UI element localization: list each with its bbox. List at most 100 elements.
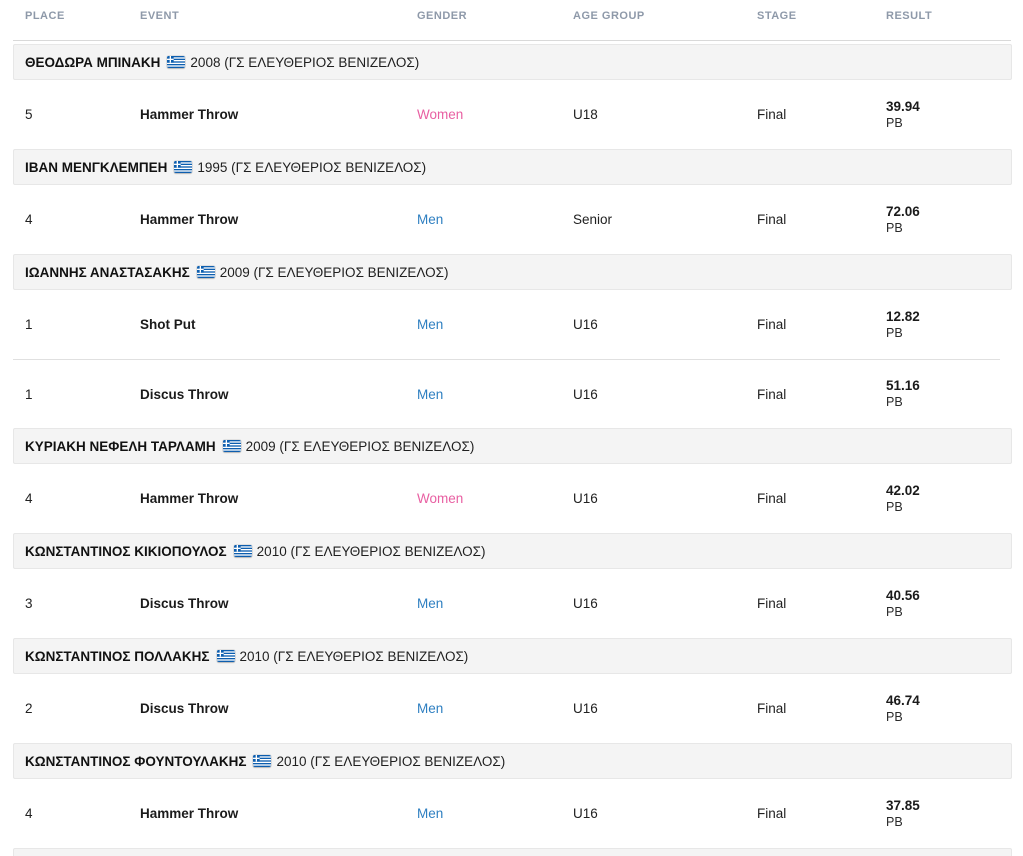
event-name: Hammer Throw: [140, 212, 239, 227]
athlete-section-header: ΙΒΑΝ ΜΕΝΓΚΛΕΜΠΕΗ 1995 (ΓΣ ΕΛΕΥΘΕΡΙΟΣ ΒΕΝ…: [13, 149, 1012, 185]
stage-value: Final: [757, 107, 787, 122]
result-note: PB: [886, 395, 903, 409]
column-header-gender: GENDER: [417, 10, 468, 22]
result-row[interactable]: 4 Hammer Throw Men U16 Final 37.85 PB: [13, 779, 1000, 848]
result-value: 72.06: [886, 203, 920, 219]
athlete-name-link[interactable]: ΚΩΝΣΤΑΝΤΙΝΟΣ ΠΟΛΛΑΚΗΣ: [25, 648, 210, 664]
age-group-value: U18: [573, 107, 598, 122]
column-header-stage: STAGE: [757, 10, 797, 22]
stage-value: Final: [757, 317, 787, 332]
place-value: 4: [25, 212, 33, 227]
age-group-value: U16: [573, 596, 598, 611]
age-group-value: U16: [573, 806, 598, 821]
result-note: PB: [886, 325, 903, 340]
column-header-age-group: AGE GROUP: [573, 10, 645, 22]
event-name: Discus Throw: [140, 596, 229, 611]
athlete-details: 2010 (ΓΣ ΕΛΕΥΘΕΡΙΟΣ ΒΕΝΙΖΕΛΟΣ): [276, 753, 506, 769]
athlete-name-link[interactable]: ΘΕΟΔΩΡΑ ΜΠΙΝΑΚΗ: [25, 54, 161, 70]
place-value: 4: [25, 491, 33, 506]
event-name: Discus Throw: [140, 386, 229, 402]
result-row[interactable]: 2 Discus Throw Men U16 Final 46.74 PB: [13, 674, 1000, 743]
greece-flag-icon: [167, 56, 186, 68]
event-name: Hammer Throw: [140, 806, 239, 821]
gender-value: Women: [417, 107, 464, 122]
athlete-details: 2008 (ΓΣ ΕΛΕΥΘΕΡΙΟΣ ΒΕΝΙΖΕΛΟΣ): [190, 54, 420, 70]
athlete-name-link[interactable]: ΚΩΝΣΤΑΝΤΙΝΟΣ ΚΙΚΙΟΠΟΥΛΟΣ: [25, 543, 227, 559]
result-cell: 72.06 PB: [886, 203, 1000, 237]
place-value: 3: [25, 596, 33, 611]
gender-value: Men: [417, 701, 444, 716]
result-value: 42.02: [886, 482, 920, 498]
age-group-value: Senior: [573, 212, 613, 227]
place-value: 2: [25, 701, 33, 716]
athlete-name-link[interactable]: ΚΥΡΙΑΚΗ ΝΕΦΕΛΗ ΤΑΡΛΑΜΗ: [25, 438, 216, 454]
place-value: 4: [25, 806, 33, 821]
gender-value: Men: [417, 806, 444, 821]
greece-flag-icon: [222, 440, 241, 452]
athlete-section-header-partial: [13, 848, 1012, 856]
result-cell: 46.74 PB: [886, 692, 1000, 726]
athlete-section-header: ΚΩΝΣΤΑΝΤΙΝΟΣ ΦΟΥΝΤΟΥΛΑΚΗΣ 2010 (ΓΣ ΕΛΕΥΘ…: [13, 743, 1012, 779]
result-note: PB: [886, 604, 903, 619]
result-cell: 51.16 PB: [886, 377, 1000, 411]
result-value: 39.94: [886, 98, 920, 114]
result-row[interactable]: 3 Discus Throw Men U16 Final 40.56 PB: [13, 569, 1000, 638]
stage-value: Final: [757, 806, 787, 821]
greece-flag-icon: [233, 545, 252, 557]
athlete-details: 1995 (ΓΣ ΕΛΕΥΘΕΡΙΟΣ ΒΕΝΙΖΕΛΟΣ): [197, 159, 427, 175]
place-value: 5: [25, 107, 33, 122]
greece-flag-icon: [253, 755, 272, 767]
result-cell: 42.02 PB: [886, 482, 1000, 516]
result-row[interactable]: 1 Shot Put Men U16 Final 12.82 PB: [13, 290, 1000, 359]
event-name: Discus Throw: [140, 701, 229, 716]
result-value: 37.85: [886, 797, 920, 813]
event-name: Hammer Throw: [140, 107, 239, 122]
place-value: 1: [25, 317, 33, 332]
column-header-result: RESULT: [886, 10, 933, 22]
athlete-name-link[interactable]: ΚΩΝΣΤΑΝΤΙΝΟΣ ΦΟΥΝΤΟΥΛΑΚΗΣ: [25, 753, 247, 769]
athlete-section-header: ΙΩΑΝΝΗΣ ΑΝΑΣΤΑΣΑΚΗΣ 2009 (ΓΣ ΕΛΕΥΘΕΡΙΟΣ …: [13, 254, 1012, 290]
athlete-name-link[interactable]: ΙΒΑΝ ΜΕΝΓΚΛΕΜΠΕΗ: [25, 159, 168, 175]
result-cell: 12.82 PB: [886, 308, 1000, 342]
result-cell: 39.94 PB: [886, 98, 1000, 132]
event-name: Shot Put: [140, 317, 196, 332]
result-cell: 37.85 PB: [886, 797, 1000, 831]
stage-value: Final: [757, 212, 787, 227]
result-value: 46.74: [886, 692, 920, 708]
age-group-value: U16: [573, 491, 598, 506]
greece-flag-icon: [196, 266, 215, 278]
age-group-value: U16: [573, 317, 598, 332]
athlete-section-header: ΘΕΟΔΩΡΑ ΜΠΙΝΑΚΗ 2008 (ΓΣ ΕΛΕΥΘΕΡΙΟΣ ΒΕΝΙ…: [13, 44, 1012, 80]
gender-value: Men: [417, 596, 444, 611]
result-note: PB: [886, 814, 903, 829]
stage-value: Final: [757, 386, 787, 402]
result-row[interactable]: 1 Discus Throw Men U16 Final 51.16 PB: [13, 359, 1000, 428]
result-note: PB: [886, 220, 903, 235]
place-value: 1: [25, 386, 33, 402]
column-header-row: PLACE EVENT GENDER AGE GROUP STAGE RESUL…: [13, 0, 1011, 41]
result-row[interactable]: 4 Hammer Throw Men Senior Final 72.06 PB: [13, 185, 1000, 254]
result-row[interactable]: 5 Hammer Throw Women U18 Final 39.94 PB: [13, 80, 1000, 149]
stage-value: Final: [757, 596, 787, 611]
athlete-name-link[interactable]: ΙΩΑΝΝΗΣ ΑΝΑΣΤΑΣΑΚΗΣ: [25, 264, 190, 280]
athlete-section-header: ΚΩΝΣΤΑΝΤΙΝΟΣ ΚΙΚΙΟΠΟΥΛΟΣ 2010 (ΓΣ ΕΛΕΥΘΕ…: [13, 533, 1012, 569]
stage-value: Final: [757, 491, 787, 506]
results-table-body: ΘΕΟΔΩΡΑ ΜΠΙΝΑΚΗ 2008 (ΓΣ ΕΛΕΥΘΕΡΙΟΣ ΒΕΝΙ…: [13, 44, 1023, 856]
result-note: PB: [886, 499, 903, 514]
age-group-value: U16: [573, 701, 598, 716]
result-row[interactable]: 4 Hammer Throw Women U16 Final 42.02 PB: [13, 464, 1000, 533]
greece-flag-icon: [174, 161, 193, 173]
result-value: 40.56: [886, 587, 920, 603]
athlete-details: 2009 (ΓΣ ΕΛΕΥΘΕΡΙΟΣ ΒΕΝΙΖΕΛΟΣ): [219, 264, 449, 280]
column-header-event: EVENT: [140, 10, 180, 22]
athlete-details: 2009 (ΓΣ ΕΛΕΥΘΕΡΙΟΣ ΒΕΝΙΖΕΛΟΣ): [245, 438, 475, 454]
result-value: 51.16: [886, 378, 920, 393]
gender-value: Women: [417, 491, 464, 506]
athlete-section-header: ΚΥΡΙΑΚΗ ΝΕΦΕΛΗ ΤΑΡΛΑΜΗ 2009 (ΓΣ ΕΛΕΥΘΕΡΙ…: [13, 428, 1012, 464]
result-note: PB: [886, 709, 903, 724]
gender-value: Men: [417, 212, 444, 227]
result-value: 12.82: [886, 308, 920, 324]
gender-value: Men: [417, 386, 444, 402]
result-note: PB: [886, 115, 903, 130]
event-name: Hammer Throw: [140, 491, 239, 506]
